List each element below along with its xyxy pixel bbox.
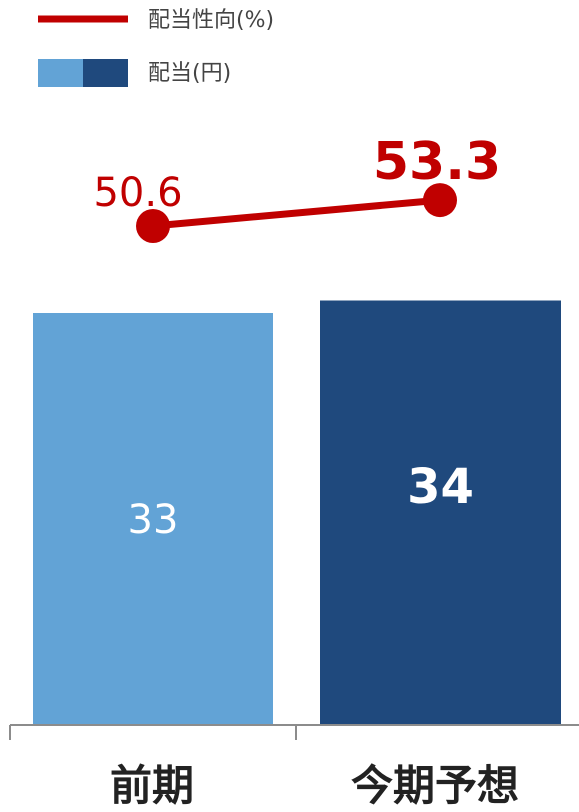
- payout-ratio-line: [152, 196, 441, 230]
- category-label: 前期: [110, 761, 194, 810]
- legend-label-dividend: 配当(円): [148, 61, 231, 86]
- bar-value-label: 34: [407, 459, 474, 515]
- bar-forecast: [320, 300, 561, 725]
- legend-item-dividend: 配当(円): [38, 59, 231, 87]
- legend-label-payout-ratio: 配当性向(%): [148, 8, 274, 33]
- category-labels: 前期 今期予想: [110, 761, 519, 810]
- payout-ratio-point: [423, 183, 457, 218]
- legend-swatch-forecast: [83, 59, 128, 87]
- legend-item-payout-ratio: 配当性向(%): [38, 8, 274, 33]
- bar-previous: [33, 313, 273, 725]
- bar-series: 33 34: [33, 300, 561, 725]
- x-axis: [9, 724, 579, 740]
- legend-swatch-previous: [38, 59, 83, 87]
- payout-ratio-point: [136, 209, 170, 243]
- category-label: 今期予想: [351, 761, 519, 810]
- payout-ratio-value-label: 50.6: [93, 170, 182, 216]
- line-series: 50.6 53.3: [93, 132, 501, 243]
- payout-ratio-value-label: 53.3: [373, 132, 501, 192]
- bar-value-label: 33: [128, 497, 179, 543]
